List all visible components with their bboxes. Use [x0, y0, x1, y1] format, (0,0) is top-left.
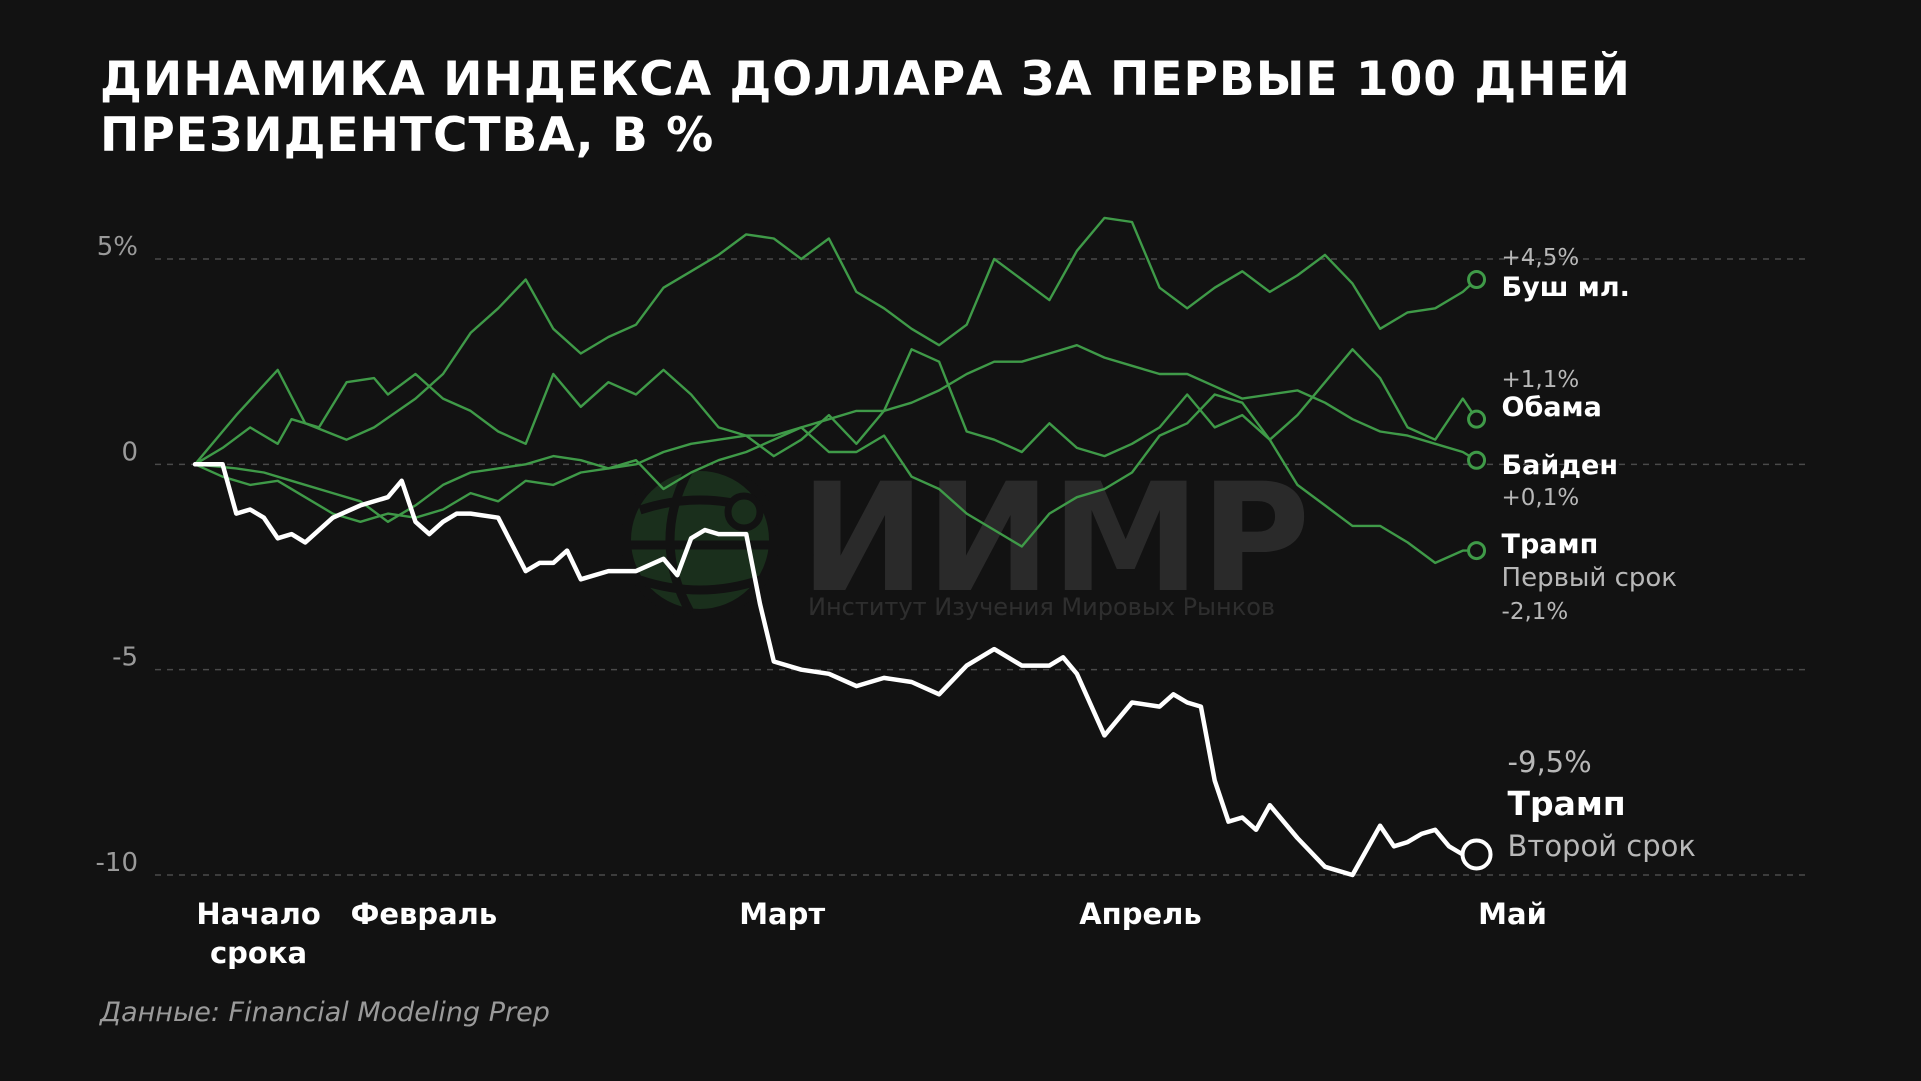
- x-tick-label: Февраль: [351, 897, 498, 931]
- series-name-label: Байден: [1502, 450, 1619, 481]
- watermark-name: ИИМР: [800, 452, 1310, 626]
- x-tick-label: Май: [1478, 897, 1547, 931]
- series-value-label: -9,5%: [1508, 745, 1592, 779]
- y-tick-label: 0: [121, 437, 138, 467]
- series-sub-label: Первый срок: [1502, 563, 1677, 593]
- series-sub-label: Второй срок: [1508, 829, 1696, 863]
- y-tick-label: -10: [96, 848, 138, 878]
- series-name-label: Трамп: [1508, 784, 1626, 823]
- globe-logo-icon: [621, 461, 779, 619]
- title-line-2: ПРЕЗИДЕНТСТВА, В %: [100, 108, 715, 163]
- series-line: [193, 348, 1478, 466]
- x-tick-line: Март: [739, 897, 825, 931]
- watermark: ИИМР Институт Изучения Мировых Рынков: [621, 452, 1310, 626]
- series-endpoint: [1460, 838, 1493, 871]
- x-tick-label: Апрель: [1079, 897, 1202, 931]
- series-endpoint: [1467, 409, 1487, 429]
- series-name-label: Трамп: [1502, 529, 1599, 560]
- title-line-1: ДИНАМИКА ИНДЕКСА ДОЛЛАРА ЗА ПЕРВЫЕ 100 Д…: [100, 52, 1632, 107]
- x-tick-line: срока: [210, 936, 307, 970]
- watermark-subtitle: Институт Изучения Мировых Рынков: [808, 593, 1275, 621]
- data-source-note: Данные: Financial Modeling Prep: [100, 997, 550, 1028]
- series-value-label: -2,1%: [1502, 599, 1569, 625]
- series-endpoint: [1467, 541, 1487, 561]
- series-value-label: +1,1%: [1502, 367, 1580, 393]
- series-endpoint: [1467, 450, 1487, 470]
- chart-title: ДИНАМИКА ИНДЕКСА ДОЛЛАРА ЗА ПЕРВЫЕ 100 Д…: [100, 52, 1632, 164]
- series-value-label: +0,1%: [1502, 485, 1580, 511]
- series-name-label: Обама: [1502, 392, 1602, 423]
- y-tick-label: -5: [112, 643, 138, 673]
- x-tick-label: Март: [739, 897, 825, 931]
- x-tick-line: Апрель: [1079, 897, 1202, 931]
- x-tick-line: Начало: [196, 897, 320, 931]
- x-tick-line: Февраль: [351, 897, 498, 931]
- series-line: [192, 462, 1479, 878]
- series-value-label: +4,5%: [1502, 245, 1580, 271]
- series-line: [193, 344, 1478, 523]
- x-tick-line: Май: [1478, 897, 1547, 931]
- series-endpoint: [1467, 270, 1487, 290]
- series-line: [193, 393, 1478, 565]
- y-tick-label: 5%: [97, 232, 138, 262]
- series-name-label: Буш мл.: [1502, 272, 1630, 303]
- x-tick-label: Начало срока: [196, 897, 320, 970]
- series-line: [193, 216, 1478, 466]
